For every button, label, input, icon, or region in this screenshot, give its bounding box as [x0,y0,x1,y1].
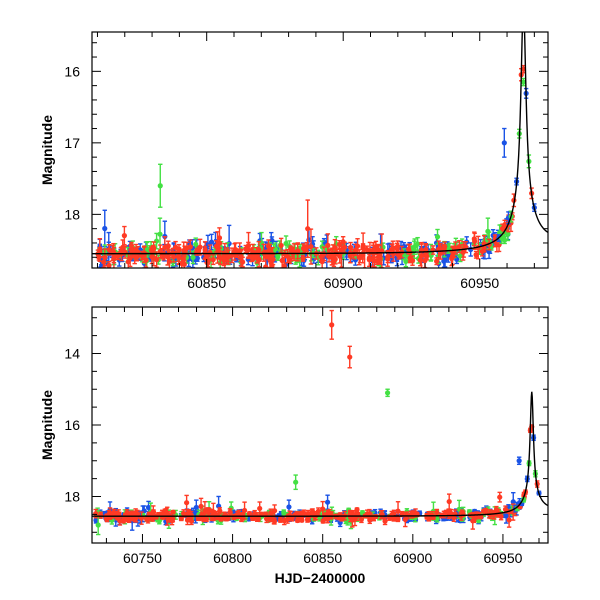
blue-data-point [516,456,522,466]
red-data-point [256,240,262,259]
red-data-point [354,507,360,513]
red-data-point [382,517,388,526]
model-curve [92,391,548,517]
red-data-point [288,245,294,253]
red-data-point [231,243,238,261]
x-tick-label: 60800 [213,550,252,566]
red-data-point [176,243,182,255]
red-data-point [315,507,321,516]
red-data-point [277,516,284,523]
red-data-point [360,246,366,264]
red-data-point [471,516,477,524]
red-data-point [287,256,293,264]
red-data-point [180,254,186,264]
red-data-point [366,513,372,519]
red-data-point [347,345,353,369]
y-tick-label: 18 [64,489,80,505]
x-tick-label: 60900 [324,275,363,291]
red-data-point [347,247,353,264]
green-data-point [384,388,391,398]
red-data-point [117,516,123,526]
red-data-point [205,507,211,515]
plot-frame [91,31,549,269]
red-data-point [238,250,244,263]
blue-data-point [324,494,331,510]
red-data-point [320,518,326,524]
red-data-point [458,511,464,521]
red-data-point [150,509,157,515]
green-data-point [293,474,299,491]
red-data-point [150,514,156,520]
red-data-point [471,231,477,247]
red-data-point [111,508,117,517]
red-data-point [271,516,277,525]
red-data-point [308,228,314,265]
x-tick-label: 60850 [187,275,226,291]
red-data-point [128,241,134,250]
red-data-point [331,254,337,268]
red-data-point [102,248,108,267]
bottom-panel: 60750 60800 60850 60900 60950 14 16 18 Magnitude… [39,306,549,586]
red-data-point [497,491,503,503]
red-data-point [278,237,284,254]
red-data-point [166,253,172,268]
red-data-point [442,241,448,253]
model-curve [92,32,548,255]
plot-area [92,309,548,536]
y-tick-label: 14 [64,345,80,361]
top-panel: 60850 60900 60950 16 17 18 Magnitude [39,31,549,291]
red-data-point [329,309,335,340]
red-data-point [162,236,168,259]
blue-data-point [102,209,108,248]
x-tick-label: 60900 [393,550,432,566]
red-data-point [198,497,204,516]
green-data-point [283,235,289,252]
red-data-point [121,225,127,246]
red-data-point [184,494,190,511]
red-data-point [395,501,401,522]
red-data-point [170,509,176,515]
green-data-point [403,255,409,268]
red-data-point [395,240,401,253]
plot-area [92,32,548,268]
y-tick-label: 16 [64,417,80,433]
red-data-point [197,238,203,256]
red-data-point [424,514,430,520]
y-axis-title: Magnitude [39,390,55,460]
y-tick-label: 16 [64,63,80,79]
green-data-point [520,77,527,87]
green-data-point [281,509,287,516]
y-tick-label: 17 [64,135,80,151]
y-axis-title: Magnitude [39,115,55,185]
y-tick-label: 18 [64,206,80,222]
x-tick-label: 60850 [303,550,342,566]
red-data-point [222,242,228,268]
green-data-point [157,163,163,208]
red-data-point [412,508,419,518]
x-axis-title: HJD−2400000 [275,570,366,586]
x-tick-label: 60950 [483,550,522,566]
red-data-point [305,199,311,258]
x-tick-label: 60750 [123,550,162,566]
red-data-point [340,236,346,248]
red-data-point [336,239,343,249]
blue-data-point [501,127,507,158]
red-data-point [446,493,452,510]
red-data-point [267,254,273,263]
red-data-point [402,511,408,528]
red-data-point [203,254,210,264]
red-data-point [300,254,306,262]
red-data-point [225,249,231,262]
red-data-point [257,501,263,516]
red-data-point [245,241,251,258]
red-data-point [210,254,216,266]
red-data-point [460,243,466,261]
x-tick-label: 60950 [460,275,499,291]
